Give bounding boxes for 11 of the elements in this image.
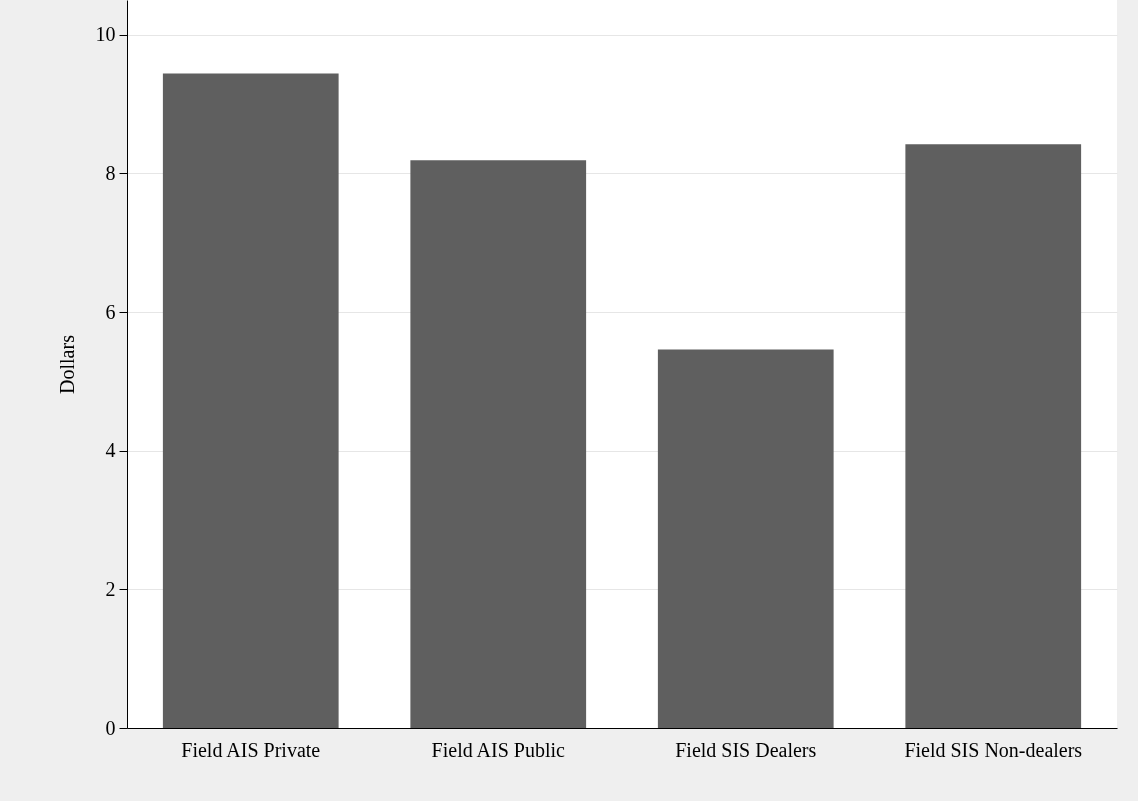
y-tick-label: 0 [105, 716, 116, 739]
x-tick-label: Field AIS Public [431, 738, 566, 761]
x-tick-label: Field AIS Private [181, 738, 321, 761]
y-tick-label: 8 [105, 161, 116, 184]
y-tick-label: 4 [105, 439, 116, 462]
x-tick-label: Field SIS Non-dealers [904, 738, 1083, 761]
y-tick-label: 6 [105, 300, 116, 323]
y-tick-label: 10 [95, 23, 116, 46]
x-tick-label: Field SIS Dealers [675, 738, 817, 761]
y-tick-label: 2 [105, 577, 116, 600]
y-axis-title: Dollars [55, 334, 78, 394]
